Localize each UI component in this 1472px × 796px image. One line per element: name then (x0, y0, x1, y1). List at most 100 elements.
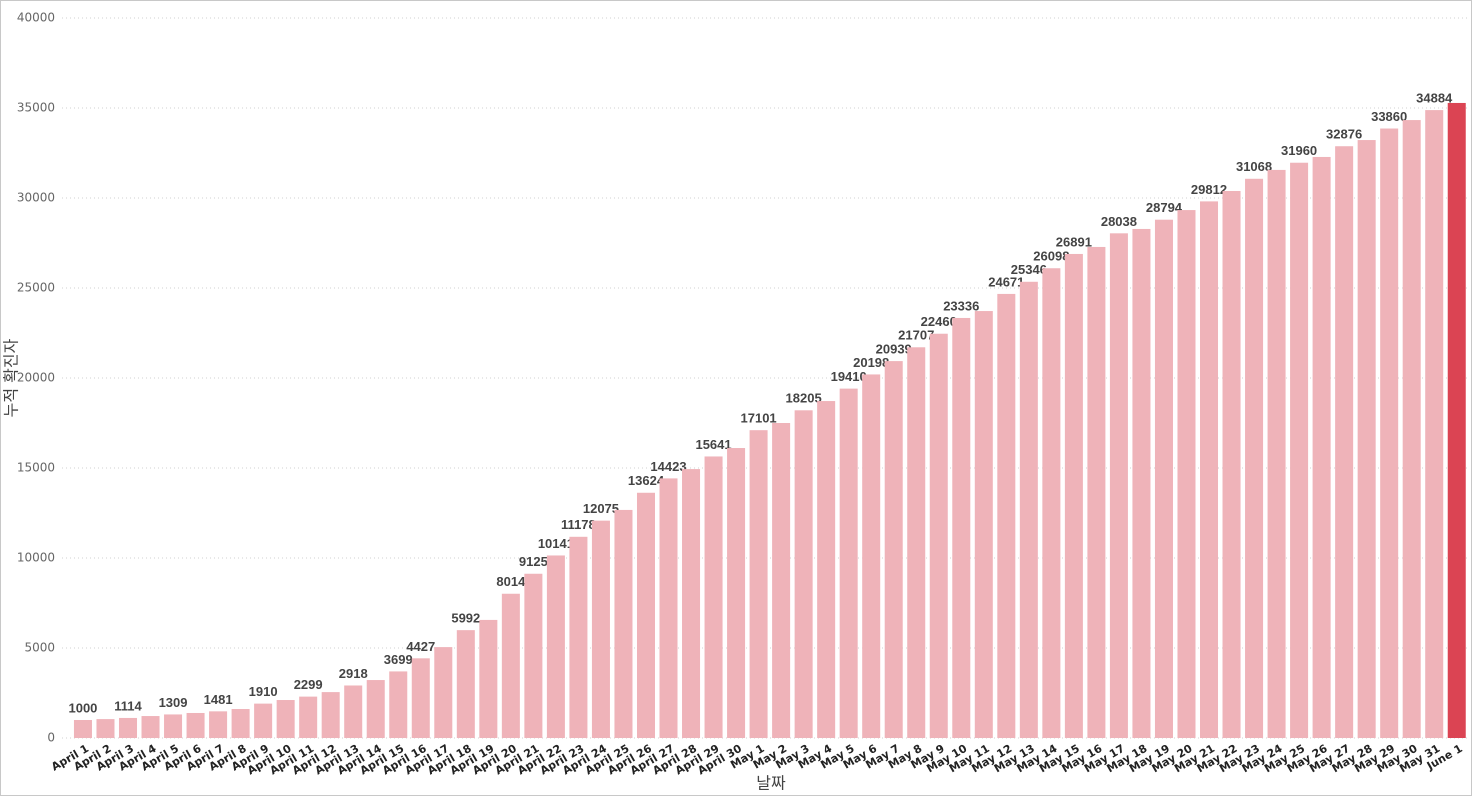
data-label: 19410 (831, 369, 867, 384)
data-label: 32876 (1326, 127, 1362, 142)
x-axis-label: 날짜 (756, 774, 786, 793)
bar (456, 630, 475, 738)
bar (749, 430, 768, 738)
data-label: 34884 (1416, 91, 1453, 106)
bar (1087, 246, 1106, 738)
bar (118, 717, 138, 738)
bar (366, 680, 385, 738)
bar (299, 696, 318, 738)
bar (1109, 233, 1128, 739)
y-tick-label: 35000 (17, 101, 55, 115)
data-label: 21707 (898, 328, 934, 343)
bar (524, 573, 543, 738)
data-label: 28038 (1101, 214, 1137, 229)
bar (952, 317, 971, 738)
bar (1425, 110, 1444, 738)
bar (817, 401, 836, 738)
bar (1402, 120, 1421, 738)
data-label: 20198 (853, 355, 889, 370)
data-label: 5992 (451, 611, 480, 626)
bar (591, 520, 610, 738)
data-label: 10141 (538, 536, 574, 551)
bar (1064, 253, 1083, 738)
bar (1267, 169, 1286, 739)
bar (569, 536, 588, 738)
bar (1312, 156, 1331, 738)
bar (794, 410, 813, 738)
y-tick-label: 15000 (17, 461, 55, 475)
y-tick-label: 0 (47, 731, 55, 745)
bar (231, 709, 250, 738)
data-label: 26098 (1033, 249, 1069, 264)
data-label: 1000 (68, 700, 97, 715)
bar (321, 692, 340, 738)
bar (434, 647, 453, 738)
data-label: 17101 (741, 411, 777, 426)
data-label: 1114 (114, 698, 142, 713)
data-label: 31960 (1281, 143, 1317, 158)
bar (1154, 219, 1173, 738)
bar (907, 347, 926, 738)
data-label: 12075 (583, 501, 619, 516)
y-tick-label: 20000 (17, 371, 55, 385)
bar (862, 374, 881, 738)
bar (546, 555, 565, 738)
data-label: 25346 (1011, 262, 1047, 277)
data-label: 33860 (1371, 109, 1407, 124)
data-label: 1309 (159, 695, 188, 710)
bar (1177, 210, 1196, 738)
bar (839, 388, 858, 738)
bar (974, 311, 993, 738)
bar (772, 423, 791, 738)
bar (1019, 281, 1038, 738)
y-tick-label: 40000 (17, 11, 55, 25)
bar (344, 685, 363, 738)
data-label: 20939 (876, 342, 912, 357)
bar (186, 712, 205, 738)
bar (1222, 190, 1241, 739)
data-label: 4427 (406, 639, 435, 654)
bar (1200, 201, 1219, 738)
data-label: 18205 (786, 391, 822, 406)
bar (1290, 162, 1309, 739)
data-label: 2918 (339, 666, 368, 681)
bar (1042, 268, 1061, 738)
data-label: 28794 (1146, 200, 1183, 215)
bar (1132, 228, 1151, 738)
bar (141, 716, 160, 738)
y-tick-label: 25000 (17, 281, 55, 295)
data-label: 14423 (650, 459, 686, 474)
bar (727, 448, 746, 738)
bar (997, 293, 1016, 738)
data-label: 11178 (561, 517, 596, 532)
bar (636, 492, 655, 738)
data-label: 13624 (628, 473, 665, 488)
bar (411, 658, 430, 738)
data-label: 2299 (294, 677, 323, 692)
bar (1380, 128, 1399, 738)
data-label: 3699 (384, 652, 413, 667)
data-label: 22460 (921, 314, 957, 329)
data-label: 24671 (988, 274, 1024, 289)
data-label: 9125 (519, 554, 548, 569)
data-label: 15641 (695, 437, 731, 452)
bar (209, 711, 228, 738)
data-label: 29812 (1191, 182, 1227, 197)
bar (614, 509, 633, 738)
data-label: 31068 (1236, 159, 1272, 174)
y-axis-label: 누적 확진자 (2, 338, 21, 417)
bar (1357, 140, 1376, 739)
bar (704, 456, 723, 738)
data-label: 26891 (1056, 234, 1092, 249)
bar (254, 703, 273, 738)
bar (479, 619, 498, 738)
bar (659, 478, 678, 738)
bar (73, 720, 92, 738)
bar (96, 719, 115, 738)
data-label: 1910 (249, 684, 278, 699)
bar (929, 333, 948, 738)
bar (1447, 102, 1466, 738)
bar (1245, 178, 1264, 738)
y-tick-label: 30000 (17, 191, 55, 205)
bar (1335, 146, 1354, 738)
